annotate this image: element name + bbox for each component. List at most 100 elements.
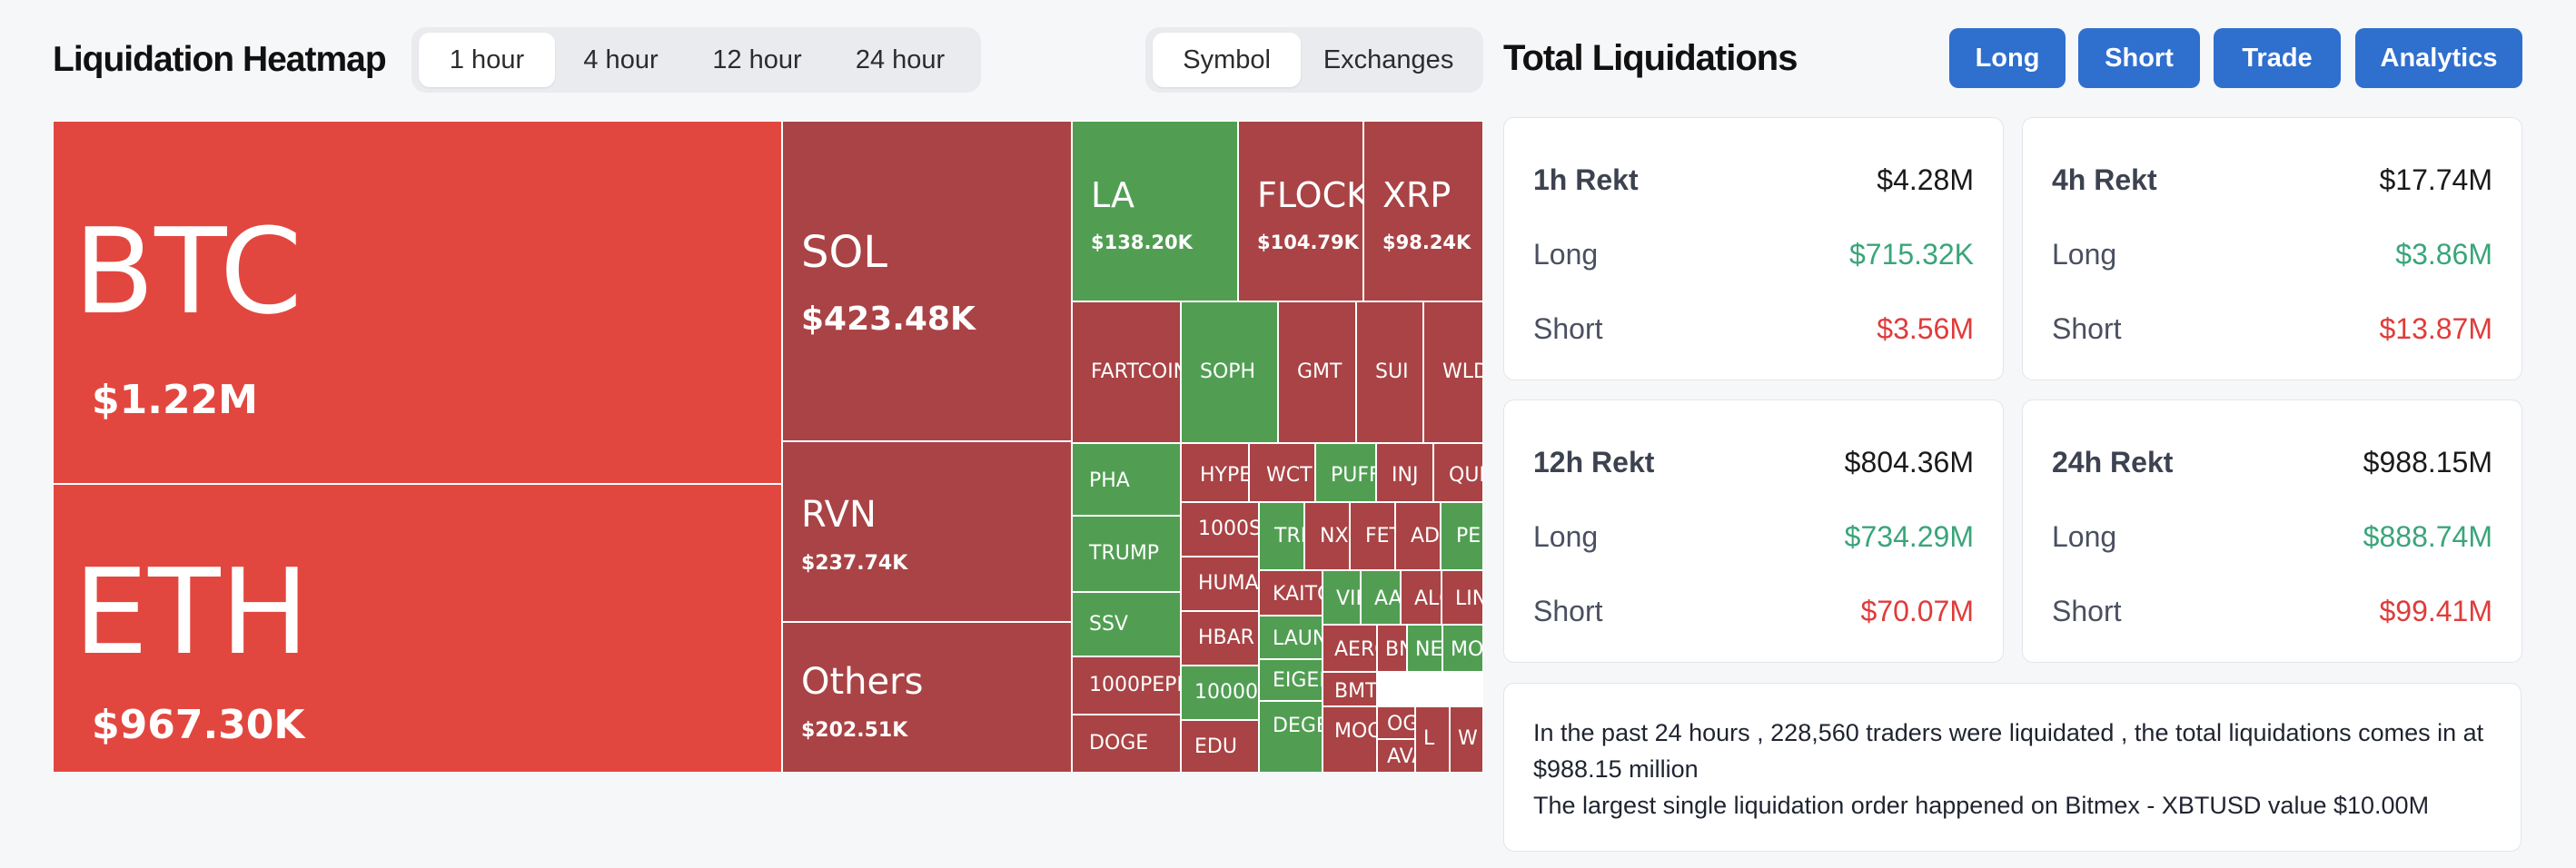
tile-symbol: TRUMP <box>1089 542 1160 565</box>
tile-symbol: BNB <box>1385 638 1406 661</box>
long-button[interactable]: Long <box>1949 28 2066 88</box>
heatmap-tile-edu[interactable]: EDU <box>1181 720 1259 773</box>
total-liquidations-title: Total Liquidations <box>1503 38 1798 78</box>
heatmap-tile-link[interactable]: LINK <box>1442 570 1483 625</box>
heatmap-tile-alch[interactable]: ALCH <box>1401 570 1442 625</box>
long-label: Long <box>2052 520 2117 553</box>
tab-exchanges[interactable]: Exchanges <box>1323 44 1454 74</box>
heatmap-tile-l[interactable]: L <box>1415 706 1450 773</box>
tile-symbol: SSV <box>1089 613 1128 636</box>
tile-symbol: AAVE <box>1374 587 1401 610</box>
tile-symbol: 10000SATS <box>1194 681 1258 704</box>
heatmap-tile-virtual[interactable]: VIRTUAL <box>1323 570 1361 625</box>
heatmap-tile-sui[interactable]: SUI <box>1356 301 1423 443</box>
short-value: $3.56M <box>1877 312 1974 345</box>
heatmap-tile-rvn[interactable]: RVN $237.74K <box>782 441 1072 622</box>
card-total: $17.74M <box>2379 163 2492 196</box>
short-button[interactable]: Short <box>2078 28 2200 88</box>
heatmap-tile-10000sats[interactable]: 10000SATS <box>1181 666 1259 720</box>
heatmap-tile-og[interactable]: OG <box>1377 706 1415 739</box>
heatmap-tile-avax[interactable]: AVAX <box>1377 739 1415 773</box>
tile-symbol: LAUNCH <box>1273 627 1322 650</box>
heatmap-tile-1000pepe[interactable]: 1000PEPE <box>1072 656 1181 715</box>
heatmap-tile-aave[interactable]: AAVE <box>1361 570 1401 625</box>
heatmap-tile-xrp[interactable]: XRP $98.24K <box>1363 121 1483 301</box>
tab-1-hour[interactable]: 1 hour <box>419 33 555 87</box>
heatmap-tile-trb[interactable]: TRB <box>1259 502 1304 570</box>
heatmap-tile-huma[interactable]: HUMA <box>1181 557 1259 611</box>
short-value: $70.07M <box>1860 595 1974 627</box>
heatmap-tile-bnb[interactable]: BNB <box>1377 625 1407 672</box>
heatmap-tile-others[interactable]: Others $202.51K <box>782 622 1072 773</box>
heatmap-tile-fet[interactable]: FET <box>1350 502 1395 570</box>
heatmap-tile-sol[interactable]: SOL $423.48K <box>782 121 1072 441</box>
tile-symbol: 1000PEPE <box>1089 674 1181 696</box>
heatmap-tile-hype[interactable]: HYPE <box>1181 443 1249 502</box>
heatmap-tile-w[interactable]: W <box>1450 706 1483 773</box>
tile-symbol: VIRTUAL <box>1336 587 1360 610</box>
heatmap-tile-wld[interactable]: WLD <box>1423 301 1483 443</box>
short-label: Short <box>2052 595 2122 627</box>
long-value: $3.86M <box>2395 238 2492 271</box>
tile-symbol: AVAX <box>1387 745 1414 768</box>
tile-symbol: FLOCK <box>1257 175 1363 215</box>
heatmap-tile-pha[interactable]: PHA <box>1072 443 1181 516</box>
heatmap-tile-nxpc[interactable]: NXPC <box>1304 502 1350 570</box>
tile-symbol: BTC <box>74 202 302 340</box>
heatmap-title: Liquidation Heatmap <box>53 40 387 79</box>
tab-symbol[interactable]: Symbol <box>1153 33 1302 87</box>
tile-value: $138.20K <box>1091 232 1193 253</box>
tile-symbol: LINK <box>1455 587 1482 610</box>
heatmap-tile-pepe[interactable]: PEPE <box>1441 502 1483 570</box>
heatmap-tile-1000shib[interactable]: 1000SHIB <box>1181 502 1259 557</box>
heatmap-tile-aero[interactable]: AERO <box>1323 625 1377 672</box>
tile-symbol: WCT <box>1266 464 1313 487</box>
heatmap-tile-trump[interactable]: TRUMP <box>1072 516 1181 592</box>
tile-symbol: NEAR <box>1415 638 1442 661</box>
heatmap-tile-eth[interactable]: ETH $967.30K <box>53 484 782 773</box>
tile-symbol: PUFFER <box>1331 464 1375 487</box>
tile-symbol: FET <box>1365 525 1394 547</box>
tile-symbol: PHA <box>1089 469 1130 492</box>
tile-symbol: MOODENG <box>1334 720 1376 743</box>
tab-12-hour[interactable]: 12 hour <box>712 44 802 74</box>
heatmap-tile-move[interactable]: MOVE <box>1442 625 1483 672</box>
card-title: 4h Rekt <box>2052 163 2157 196</box>
heatmap-tile-degen[interactable]: DEGEN <box>1259 701 1323 773</box>
heatmap-tile-flock[interactable]: FLOCK $104.79K <box>1238 121 1363 301</box>
short-label: Short <box>2052 312 2122 345</box>
analytics-button[interactable]: Analytics <box>2355 28 2522 88</box>
heatmap-tile-qubic[interactable]: QUBIC <box>1433 443 1483 502</box>
heatmap-tile-puffer[interactable]: PUFFER <box>1315 443 1376 502</box>
heatmap-tile-ssv[interactable]: SSV <box>1072 592 1181 656</box>
heatmap-tile-btc[interactable]: BTC $1.22M <box>53 121 782 484</box>
heatmap-tile-gmt[interactable]: GMT <box>1278 301 1356 443</box>
tile-symbol: NXPC <box>1320 525 1349 547</box>
heatmap-tile-la[interactable]: LA $138.20K <box>1072 121 1238 301</box>
long-label: Long <box>2052 238 2117 271</box>
card-total: $988.15M <box>2363 446 2492 478</box>
long-value: $888.74M <box>2363 520 2492 553</box>
tab-24-hour[interactable]: 24 hour <box>855 44 946 74</box>
heatmap-tile-kaito[interactable]: KAITO <box>1259 570 1323 616</box>
heatmap-tile-soph[interactable]: SOPH <box>1181 301 1278 443</box>
heatmap-tile-eigen[interactable]: EIGEN <box>1259 659 1323 701</box>
liquidation-summary: In the past 24 hours , 228,560 traders w… <box>1503 683 2522 852</box>
heatmap-tile-hbar[interactable]: HBAR <box>1181 611 1259 666</box>
heatmap-tile-launch[interactable]: LAUNCH <box>1259 616 1323 659</box>
heatmap-tile-doge[interactable]: DOGE <box>1072 715 1181 773</box>
heatmap-tile-bmt[interactable]: BMT <box>1323 672 1377 706</box>
heatmap-tile-moodeng[interactable]: MOODENG <box>1323 706 1377 773</box>
tile-symbol: ADA <box>1411 525 1440 547</box>
short-label: Short <box>1533 312 1603 345</box>
heatmap-tile-inj[interactable]: INJ <box>1376 443 1433 502</box>
heatmap-tile-wct[interactable]: WCT <box>1249 443 1315 502</box>
heatmap-tile-fartcoin[interactable]: FARTCOIN <box>1072 301 1181 443</box>
trade-button[interactable]: Trade <box>2214 28 2341 88</box>
summary-line-1: In the past 24 hours , 228,560 traders w… <box>1533 719 2484 783</box>
heatmap-tile-near[interactable]: NEAR <box>1407 625 1442 672</box>
tile-symbol: W <box>1458 727 1478 750</box>
tile-symbol: PEPE <box>1456 525 1482 547</box>
tab-4-hour[interactable]: 4 hour <box>583 44 659 74</box>
heatmap-tile-ada[interactable]: ADA <box>1395 502 1441 570</box>
